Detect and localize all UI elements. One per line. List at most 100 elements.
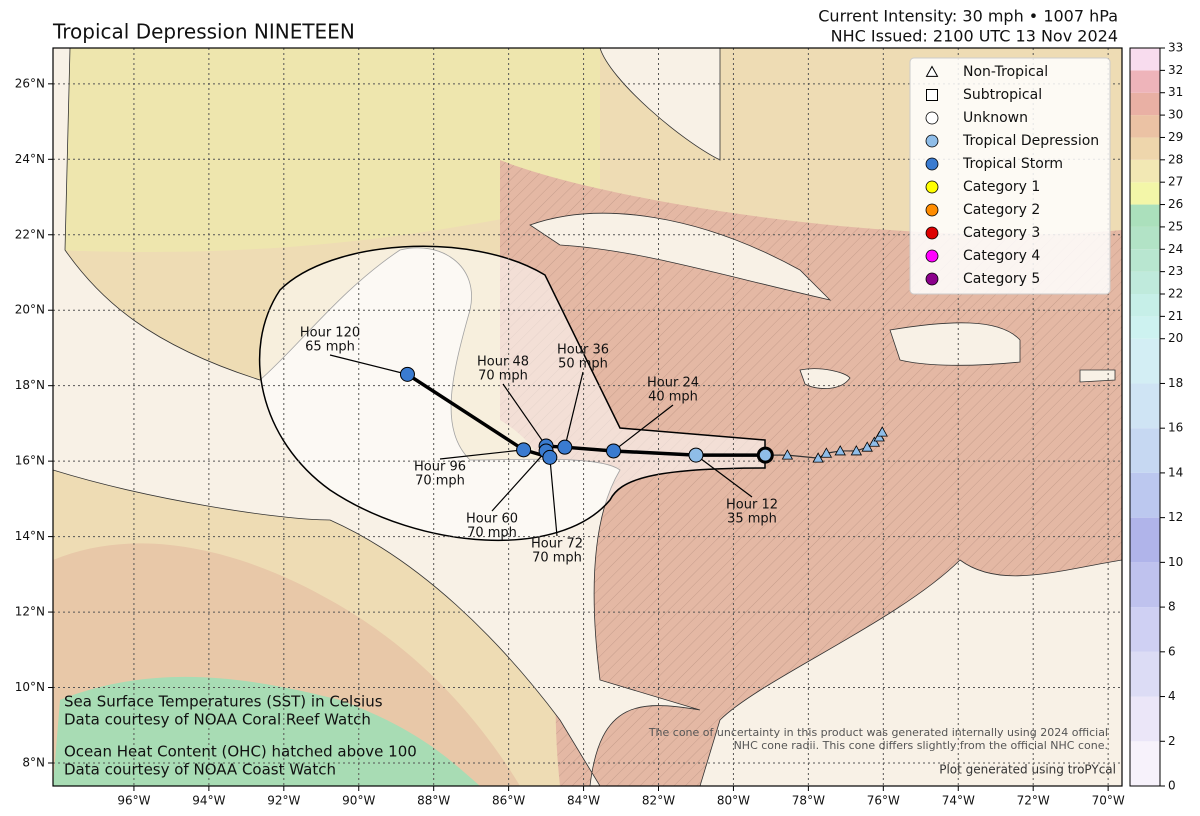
x-tick-label: 82°W xyxy=(642,794,675,808)
colorbar-band xyxy=(1130,562,1160,608)
legend-label: Category 3 xyxy=(963,225,1040,241)
forecast-hour: Hour 96 xyxy=(414,460,466,475)
legend-marker xyxy=(925,249,939,263)
x-tick-label: 72°W xyxy=(1017,794,1050,808)
current-point xyxy=(756,446,774,464)
y-tick-label: 12°N xyxy=(15,605,45,619)
y-tick-label: 14°N xyxy=(15,529,45,543)
colorbar-band xyxy=(1130,741,1160,786)
legend-marker xyxy=(925,226,939,240)
y-tick-label: 26°N xyxy=(15,76,45,90)
y-tick-label: 10°N xyxy=(15,680,45,694)
past-point xyxy=(876,426,888,437)
forecast-hour: Hour 48 xyxy=(477,355,529,370)
legend-label: Non-Tropical xyxy=(963,64,1048,80)
past-point xyxy=(873,431,885,442)
colorbar-label: 27 xyxy=(1168,175,1183,189)
legend-box xyxy=(909,57,1111,295)
forecast-wind: 70 mph xyxy=(478,369,528,384)
land-florida xyxy=(599,48,721,161)
forecast-wind: 65 mph xyxy=(305,340,355,355)
colorbar-band xyxy=(1130,70,1160,93)
cone-of-uncertainty xyxy=(259,245,766,542)
forecast-point xyxy=(516,442,532,458)
colorbar-band xyxy=(1130,48,1160,71)
land-jamaica xyxy=(799,368,851,389)
colorbar-band xyxy=(1130,383,1160,429)
legend-label: Category 1 xyxy=(963,179,1040,195)
forecast-hour: Hour 60 xyxy=(466,512,518,527)
forecast-wind: 70 mph xyxy=(415,474,465,489)
colorbar-label: 22 xyxy=(1168,287,1183,301)
colorbar-label: 6 xyxy=(1168,644,1176,658)
colorbar-label: 8 xyxy=(1168,600,1176,614)
colorbar-label: 12 xyxy=(1168,510,1183,524)
legend-marker xyxy=(926,89,938,101)
past-point xyxy=(861,441,873,452)
leader-line xyxy=(502,383,547,447)
colorbar-label: 28 xyxy=(1168,152,1183,166)
legend-label: Tropical Depression xyxy=(962,133,1099,149)
note: Data courtesy of NOAA Coral Reef Watch xyxy=(64,711,371,729)
legend-marker xyxy=(925,203,939,217)
forecast-wind: 50 mph xyxy=(558,357,608,372)
colorbar-band xyxy=(1130,249,1160,272)
forecast-wind: 40 mph xyxy=(648,390,698,405)
y-tick-label: 20°N xyxy=(15,303,45,317)
x-tick-label: 90°W xyxy=(342,794,375,808)
forecast-hour: Hour 120 xyxy=(300,326,360,341)
note: Data courtesy of NOAA Coast Watch xyxy=(64,761,336,779)
colorbar-band xyxy=(1130,316,1160,339)
colorbar-band xyxy=(1130,226,1160,250)
forecast-hour: Hour 24 xyxy=(647,376,699,391)
notes: Sea Surface Temperatures (SST) in Celsiu… xyxy=(64,693,1116,779)
x-tick-label: 96°W xyxy=(117,794,150,808)
y-tick-label: 8°N xyxy=(22,755,45,769)
x-tick-label: 80°W xyxy=(717,794,750,808)
colorbar-label: 29 xyxy=(1168,130,1183,144)
colorbar-label: 0 xyxy=(1168,779,1176,793)
colorbar-label: 26 xyxy=(1168,197,1183,211)
leader-line xyxy=(491,450,547,512)
legend-marker xyxy=(925,111,939,125)
legend-marker xyxy=(925,65,939,77)
past-point xyxy=(820,447,833,458)
y-tick-label: 22°N xyxy=(15,227,45,241)
leader-line xyxy=(439,449,524,460)
x-tick-label: 92°W xyxy=(267,794,300,808)
x-tick-label: 86°W xyxy=(492,794,525,808)
colorbar-band xyxy=(1130,696,1160,742)
land-puerto-rico xyxy=(1079,369,1116,383)
pacific-cool xyxy=(53,676,480,786)
forecast-hour: Hour 72 xyxy=(531,537,583,552)
colorbar-band xyxy=(1130,271,1160,294)
colorbar-label: 23 xyxy=(1168,264,1183,278)
legend-marker xyxy=(925,134,939,148)
past-point xyxy=(812,452,824,463)
leader-line xyxy=(695,454,753,498)
leader-line xyxy=(564,371,584,448)
colorbar-band xyxy=(1130,294,1160,317)
leader-line xyxy=(549,457,558,537)
legend-label: Category 4 xyxy=(963,248,1040,264)
land-hispaniola xyxy=(889,322,1021,366)
colorbar-band xyxy=(1130,338,1160,384)
past-point xyxy=(781,449,794,460)
map-frame xyxy=(52,47,1123,787)
x-tick-label: 78°W xyxy=(792,794,825,808)
legend-marker xyxy=(925,272,939,286)
colorbar-label: 4 xyxy=(1168,689,1176,703)
y-tick-label: 18°N xyxy=(15,378,45,392)
sea-warm xyxy=(53,48,600,252)
colorbar-label: 30 xyxy=(1168,108,1183,122)
colorbar-band xyxy=(1130,92,1160,116)
leader-line xyxy=(613,404,674,452)
legend-label: Unknown xyxy=(963,110,1028,126)
intensity: Current Intensity: 30 mph • 1007 hPa xyxy=(818,7,1118,26)
note: Ocean Heat Content (OHC) hatched above 1… xyxy=(64,743,417,761)
x-tick-label: 94°W xyxy=(192,794,225,808)
colorbar-band xyxy=(1130,159,1160,183)
colorbar-band xyxy=(1130,204,1160,227)
colorbar-label: 21 xyxy=(1168,309,1183,323)
past-point xyxy=(868,436,881,447)
